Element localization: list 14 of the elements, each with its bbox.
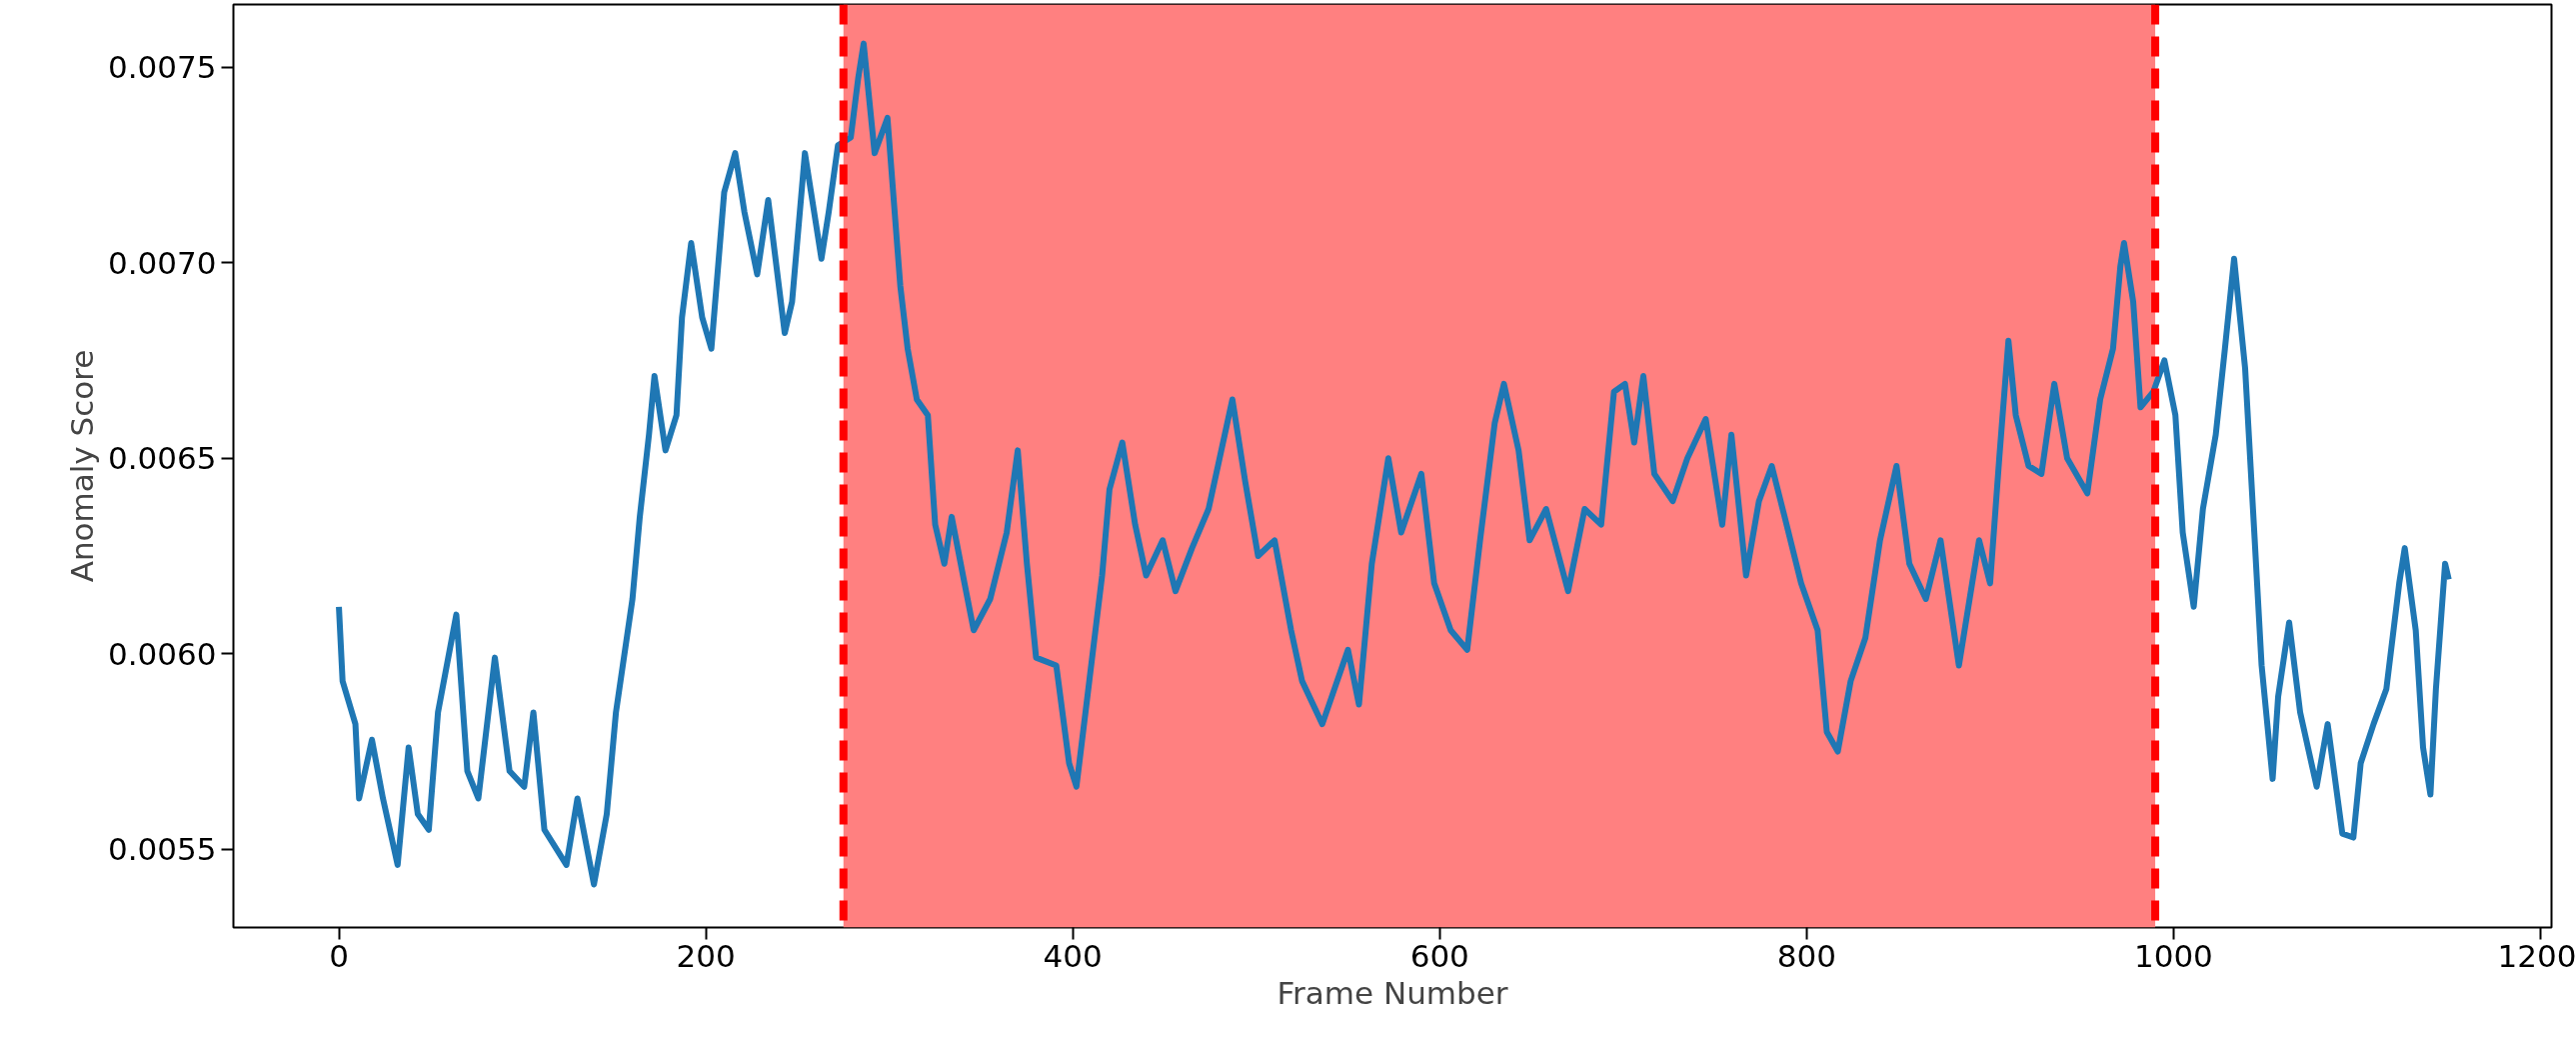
x-tick-label: 800 <box>1776 937 1836 974</box>
y-axis-title: Anomaly Score <box>64 349 101 583</box>
x-axis-title: Frame Number <box>1277 974 1508 1011</box>
y-tick-label: 0.0065 <box>108 440 217 477</box>
y-tick-label: 0.0070 <box>108 244 217 281</box>
y-tick-label: 0.0060 <box>108 635 217 672</box>
x-tick-label: 0 <box>329 937 349 974</box>
x-tick-label: 1000 <box>2133 937 2213 974</box>
y-tick-label: 0.0075 <box>108 49 217 86</box>
x-tick-label: 400 <box>1043 937 1103 974</box>
x-tick-label: 200 <box>676 937 736 974</box>
x-tick-label: 600 <box>1409 937 1469 974</box>
x-tick-label: 1200 <box>2497 937 2576 974</box>
y-tick-label: 0.0055 <box>108 831 217 868</box>
